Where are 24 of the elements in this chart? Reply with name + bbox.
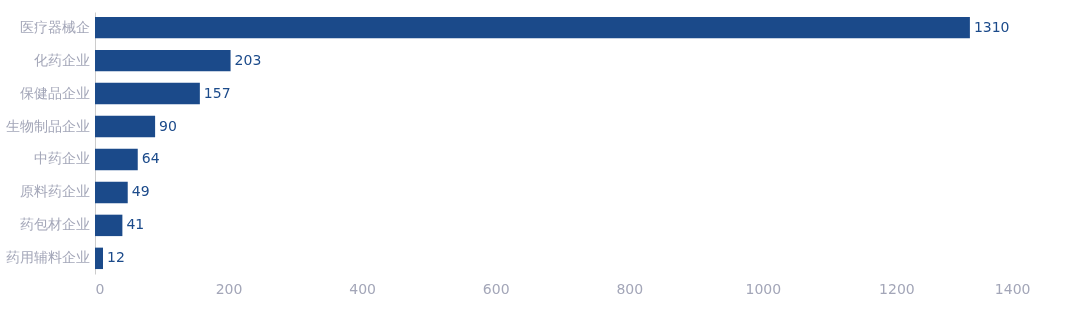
x-tick-label: 0 <box>95 280 105 297</box>
data-label: 203 <box>234 51 262 68</box>
data-label: 1310 <box>973 18 1010 35</box>
y-tick-label: 原料药企业 <box>19 183 90 200</box>
data-label: 41 <box>126 216 145 233</box>
y-tick-label: 医疗器械企 <box>19 18 90 35</box>
y-tick-label: 药用辅料企业 <box>5 249 90 266</box>
data-label: 157 <box>203 84 231 101</box>
data-label: 49 <box>131 183 150 200</box>
y-tick-label: 生物制品企业 <box>5 117 90 134</box>
x-tick-label: 1200 <box>879 280 915 297</box>
data-label: 64 <box>141 150 160 167</box>
y-tick-label: 药包材企业 <box>19 216 90 233</box>
x-tick-label: 400 <box>349 280 377 297</box>
y-tick-label: 中药企业 <box>33 150 90 167</box>
x-tick-label: 200 <box>215 280 243 297</box>
x-tick-label: 1400 <box>994 280 1031 297</box>
data-label: 90 <box>159 117 177 134</box>
x-tick-label: 800 <box>616 280 644 297</box>
x-tick-label: 1000 <box>745 280 782 297</box>
x-tick-label: 600 <box>482 280 510 297</box>
y-tick-label: 保健品企业 <box>19 84 90 101</box>
data-label: 12 <box>107 249 125 266</box>
y-tick-label: 化药企业 <box>33 51 90 68</box>
